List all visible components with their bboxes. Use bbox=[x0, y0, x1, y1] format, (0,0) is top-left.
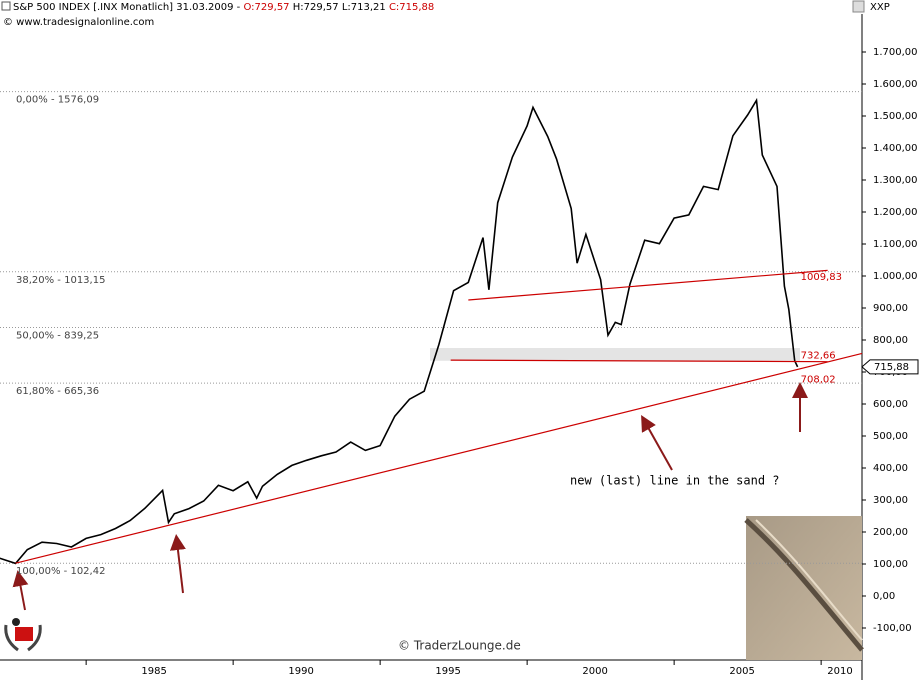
fib-label: 38,20% - 1013,15 bbox=[16, 275, 105, 286]
scroll-button[interactable] bbox=[852, 0, 865, 13]
source: © www.tradesignalonline.com bbox=[3, 17, 154, 28]
price-line bbox=[0, 97, 799, 565]
trendline-label: 732,66 bbox=[801, 351, 836, 362]
y-tick-label: 600,00 bbox=[873, 399, 908, 410]
y-tick-label: 300,00 bbox=[873, 495, 908, 506]
fib-label: 61,80% - 665,36 bbox=[16, 386, 99, 397]
fib-label: 50,00% - 839,25 bbox=[16, 330, 99, 341]
support-band bbox=[430, 348, 800, 361]
arrows bbox=[12, 382, 808, 611]
fib-label: 100,00% - 102,42 bbox=[16, 566, 105, 577]
open: O:729,57 bbox=[243, 2, 289, 13]
y-tick-label: 400,00 bbox=[873, 463, 908, 474]
watermark: © TraderzLounge.de bbox=[398, 639, 521, 653]
x-tick-label: 1985 bbox=[141, 666, 166, 677]
x-tick-label: 2010 bbox=[827, 666, 852, 677]
y-tick-label: 1.400,00 bbox=[873, 143, 918, 154]
header: S&P 500 INDEX [.INX Monatlich] 31.03.200… bbox=[13, 2, 434, 13]
annotation: new (last) line in the sand ? bbox=[570, 474, 780, 488]
x-tick-label: 1990 bbox=[288, 666, 313, 677]
fib-label: 0,00% - 1576,09 bbox=[16, 95, 99, 106]
trendline-label: 1009,83 bbox=[801, 272, 842, 283]
trendline bbox=[450, 359, 828, 363]
x-tick-label: 2005 bbox=[729, 666, 754, 677]
y-tick-label: 1.000,00 bbox=[873, 271, 918, 282]
header-icon bbox=[1, 1, 11, 11]
sand-line bbox=[744, 518, 864, 652]
y-tick-label: 100,00 bbox=[873, 559, 908, 570]
y-tick-label: 0,00 bbox=[873, 591, 895, 602]
y-tick-label: 1.300,00 bbox=[873, 175, 918, 186]
y-tick-label: 1.100,00 bbox=[873, 239, 918, 250]
corner-label: XXP bbox=[870, 2, 890, 13]
last-price-box bbox=[861, 359, 919, 375]
high: H:729,57 bbox=[293, 2, 339, 13]
x-tick-label: 1995 bbox=[435, 666, 460, 677]
y-tick-label: 200,00 bbox=[873, 527, 908, 538]
symbol: S&P 500 INDEX [.INX Monatlich] 31.03.200… bbox=[13, 2, 241, 13]
y-tick-label: 1.700,00 bbox=[873, 47, 918, 58]
y-tick-label: -100,00 bbox=[873, 623, 912, 634]
y-tick-label: 800,00 bbox=[873, 335, 908, 346]
trendline-label: 708,02 bbox=[801, 374, 836, 385]
x-tick-label: 2000 bbox=[582, 666, 607, 677]
sand-line-edge bbox=[755, 519, 863, 641]
trendline bbox=[15, 352, 863, 564]
last-price-label: 715,88 bbox=[874, 362, 909, 373]
y-tick-label: 1.600,00 bbox=[873, 79, 918, 90]
close: C:715,88 bbox=[389, 2, 434, 13]
y-tick-label: 1.200,00 bbox=[873, 207, 918, 218]
y-tick-label: 900,00 bbox=[873, 303, 908, 314]
y-tick-label: 1.500,00 bbox=[873, 111, 918, 122]
low: L:713,21 bbox=[342, 2, 386, 13]
y-tick-label: 500,00 bbox=[873, 431, 908, 442]
logo bbox=[4, 618, 42, 652]
trendline bbox=[468, 269, 828, 301]
